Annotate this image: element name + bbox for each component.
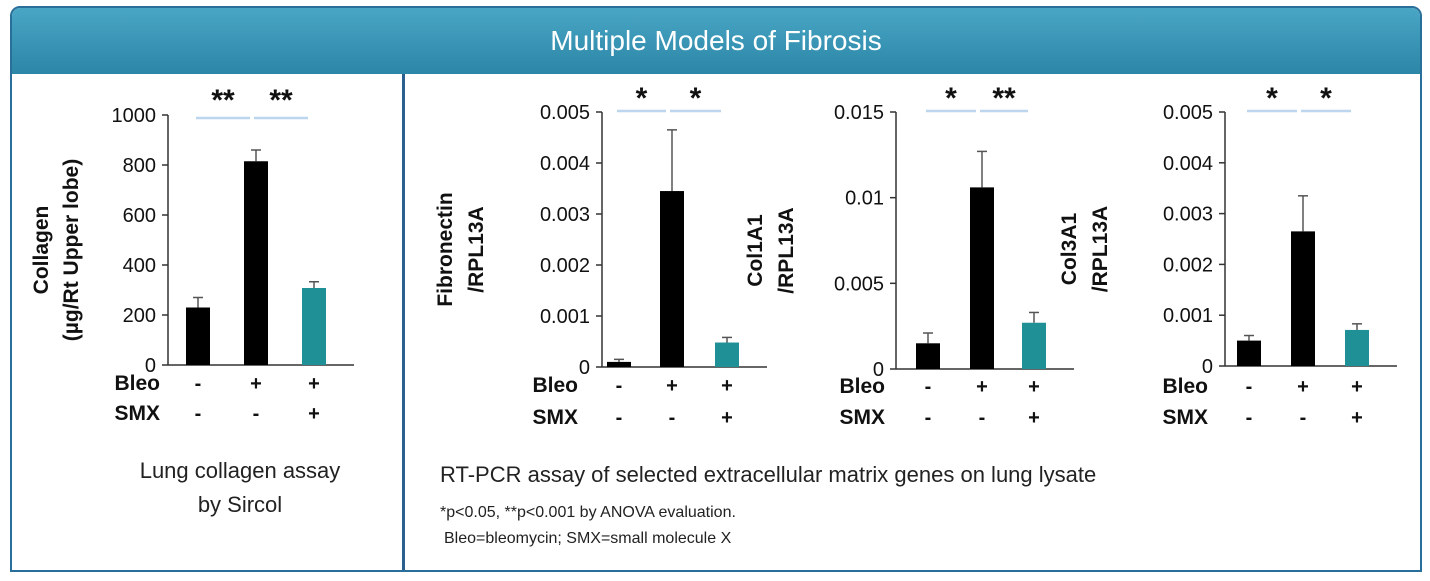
- chart3-condition-mark: -: [979, 407, 986, 429]
- chart3-condition-mark: +: [1028, 407, 1040, 429]
- chart4-bar: [1237, 340, 1261, 366]
- panel-divider: [402, 74, 405, 570]
- chart3-significance-label: **: [992, 82, 1016, 115]
- chart3-y-axis-label: /RPL13A: [775, 207, 798, 293]
- chart2-condition-mark: +: [721, 407, 733, 429]
- chart3-tick-label: 0: [873, 359, 884, 381]
- chart2-tick-label: 0.003: [540, 204, 590, 226]
- chart1-condition-label: SMX: [114, 402, 160, 425]
- chart3-bar: [916, 343, 940, 369]
- chart2-condition-label: SMX: [532, 406, 578, 429]
- significance-note: *p<0.05, **p<0.001 by ANOVA evaluation.: [440, 504, 736, 521]
- chart1-tick-label: 200: [123, 305, 156, 327]
- chart4-condition-mark: -: [1300, 407, 1307, 429]
- chart2-tick-label: 0.004: [540, 153, 590, 175]
- chart4-condition-mark: +: [1297, 376, 1309, 398]
- chart2-significance-label: *: [690, 82, 702, 115]
- chart1-tick-label: 600: [123, 205, 156, 227]
- chart4-condition-label: Bleo: [1162, 375, 1208, 398]
- chart2-bar: [715, 342, 739, 367]
- chart2-condition-mark: +: [666, 375, 678, 397]
- chart2-y-axis-label: Fibronectin: [434, 192, 457, 306]
- figure-title: Multiple Models of Fibrosis: [12, 8, 1420, 74]
- chart1-y-axis-label: Collagen: [30, 206, 53, 295]
- chart2-significance-label: *: [636, 82, 648, 115]
- chart3-tick-label: 0.015: [834, 102, 884, 124]
- chart2-bar: [660, 191, 684, 367]
- chart2-y-axis-label: /RPL13A: [465, 206, 488, 292]
- chart4-y-axis-label: /RPL13A: [1089, 206, 1112, 292]
- chart3-condition-label: SMX: [839, 406, 885, 429]
- left-caption-line2: by Sircol: [197, 492, 283, 517]
- chart1-tick-label: 400: [123, 255, 156, 277]
- chart4-tick-label: 0.002: [1163, 254, 1213, 276]
- chart2-condition-mark: +: [721, 375, 733, 397]
- chart2-tick-label: 0.002: [540, 255, 590, 277]
- chart3-y-axis-label: Col1A1: [744, 214, 767, 287]
- chart4-tick-label: 0.003: [1163, 204, 1213, 226]
- chart1-condition-mark: +: [308, 373, 320, 395]
- chart2-tick-label: 0: [579, 357, 590, 379]
- chart1-tick-label: 1000: [112, 105, 157, 127]
- chart2-tick-label: 0.005: [540, 102, 590, 124]
- chart1-condition-mark: +: [308, 403, 320, 425]
- chart3-bar: [970, 187, 994, 369]
- chart4-tick-label: 0.001: [1163, 305, 1213, 327]
- chart3-tick-label: 0.01: [845, 188, 884, 210]
- chart4-significance-label: *: [1266, 82, 1278, 115]
- chart4-y-axis-label: Col3A1: [1058, 213, 1081, 286]
- chart1-tick-label: 0: [145, 355, 156, 377]
- chart3-tick-label: 0.005: [834, 273, 884, 295]
- chart1-bar: [302, 288, 326, 365]
- chart4-significance-label: *: [1320, 82, 1332, 115]
- chart3-condition-mark: +: [976, 376, 988, 398]
- chart2-condition-mark: -: [669, 407, 676, 429]
- abbreviation-note: Bleo=bleomycin; SMX=small molecule X: [444, 530, 732, 547]
- chart4-tick-label: 0.004: [1163, 153, 1213, 175]
- chart4-bar: [1345, 329, 1369, 366]
- chart3-condition-mark: +: [1028, 376, 1040, 398]
- chart1-significance-label: **: [269, 84, 293, 117]
- chart3-condition-mark: -: [925, 376, 932, 398]
- chart1-condition-mark: -: [253, 403, 260, 425]
- right-caption: RT-PCR assay of selected extracellular m…: [440, 462, 1097, 487]
- chart1-condition-mark: -: [195, 373, 202, 395]
- chart1-tick-label: 800: [123, 155, 156, 177]
- chart4-condition-mark: -: [1246, 376, 1253, 398]
- chart2-tick-label: 0.001: [540, 306, 590, 328]
- left-caption-line1: Lung collagen assay: [139, 458, 341, 483]
- chart1-condition-mark: -: [195, 403, 202, 425]
- chart1-bar: [244, 161, 268, 365]
- chart4-condition-mark: +: [1351, 376, 1363, 398]
- chart4-condition-label: SMX: [1162, 406, 1208, 429]
- chart3-significance-label: *: [945, 82, 957, 115]
- chart1-bar: [186, 307, 210, 365]
- chart3-condition-label: Bleo: [839, 375, 885, 398]
- chart1-y-axis-label: (µg/Rt Upper lobe): [60, 159, 83, 341]
- chart4-bar: [1291, 231, 1315, 366]
- chart4-condition-mark: -: [1246, 407, 1253, 429]
- chart4-tick-label: 0: [1202, 356, 1213, 378]
- chart2-condition-label: Bleo: [532, 374, 578, 397]
- chart4-condition-mark: +: [1351, 407, 1363, 429]
- chart1-condition-mark: +: [250, 373, 262, 395]
- chart2-bar: [607, 361, 631, 367]
- chart3-bar: [1022, 322, 1046, 369]
- chart3-condition-mark: -: [925, 407, 932, 429]
- chart4-tick-label: 0.005: [1163, 102, 1213, 124]
- chart2-condition-mark: -: [616, 407, 623, 429]
- chart1-significance-label: **: [211, 84, 235, 117]
- chart1-condition-label: Bleo: [114, 372, 160, 395]
- chart2-condition-mark: -: [616, 375, 623, 397]
